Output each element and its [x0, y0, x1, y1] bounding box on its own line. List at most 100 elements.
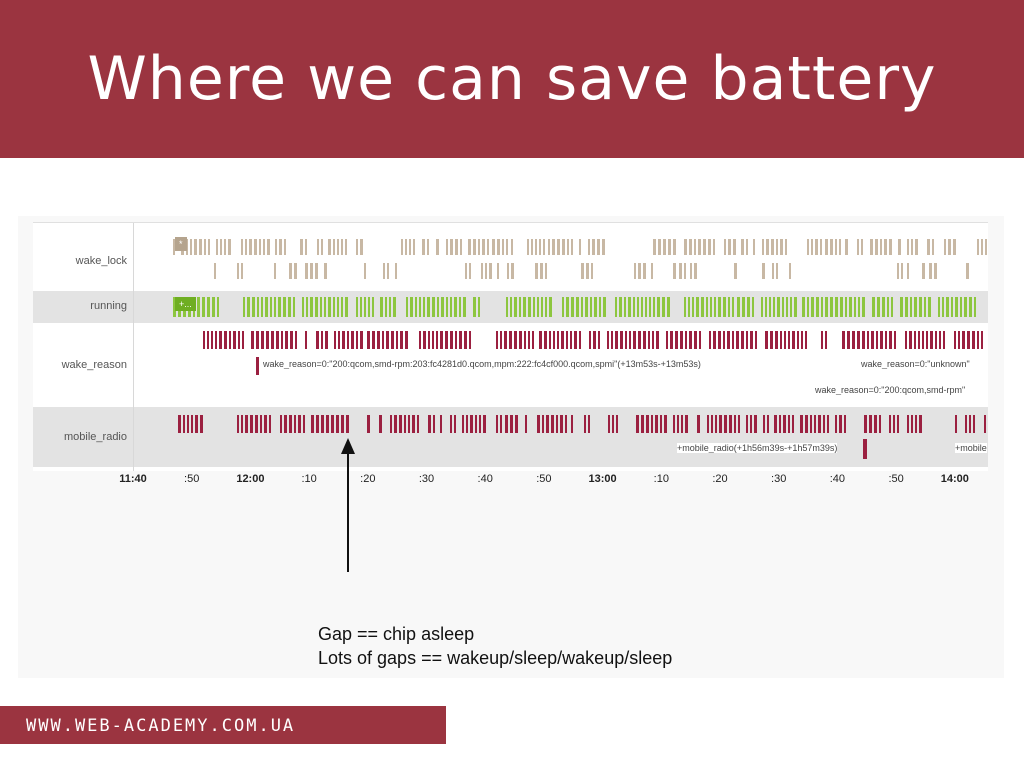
running-event: [790, 297, 792, 317]
wake-reason-event: [400, 331, 403, 349]
wake-reason-event: [360, 331, 363, 349]
running-event: [723, 297, 726, 317]
lane-label-wake-lock: wake_lock: [75, 255, 127, 267]
mobile-radio-event: [470, 415, 473, 433]
running-event: [603, 297, 606, 317]
running-event: [706, 297, 708, 317]
time-tick-label: :50: [184, 473, 200, 485]
mobile-radio-event: [911, 415, 913, 433]
wake-lock-event: [220, 239, 222, 255]
wake-lock-event: [588, 239, 590, 255]
wake-reason-event: [750, 331, 753, 349]
mobile-radio-event: [792, 415, 794, 433]
wake-reason-event: [261, 331, 264, 349]
running-event: [324, 297, 326, 317]
mobile-radio-event: [818, 415, 821, 433]
wake-reason-event: [954, 331, 956, 349]
wake-reason-event: [780, 331, 782, 349]
wake-reason-event: [579, 331, 581, 349]
wake-lock-event: [478, 239, 480, 255]
running-event: [854, 297, 856, 317]
wake-lock-event: [741, 239, 744, 255]
wake-lock-event: [497, 263, 499, 279]
running-event: [197, 297, 200, 317]
running-event: [951, 297, 953, 317]
wake-reason-event: [847, 331, 850, 349]
wake-reason-event: [967, 331, 970, 349]
wake-reason-event: [215, 331, 217, 349]
wake-reason-event: [643, 331, 646, 349]
wake-lock-event: [315, 263, 318, 279]
wake-reason-event: [889, 331, 892, 349]
wake-reason-event: [423, 331, 426, 349]
running-event: [938, 297, 940, 317]
wake-lock-event: [861, 239, 863, 255]
mobile-radio-event: [685, 415, 688, 433]
wake-lock-event: [460, 239, 462, 255]
wake-lock-event: [465, 263, 467, 279]
mobile-radio-event: [454, 415, 456, 433]
wake-lock-event: [658, 239, 661, 255]
wake-reason-event: [825, 331, 827, 349]
annotation-mobile-radio: +mobile_radio(+1h56m39s-+1h57m39s): [677, 443, 838, 453]
wake-lock-event: [811, 239, 813, 255]
annotation-wake-reason: wake_reason=0:"200:qcom,smd-rpm": [815, 385, 966, 395]
running-event: [637, 297, 639, 317]
wake-lock-event: [679, 263, 682, 279]
running-event: [545, 297, 547, 317]
mobile-radio-event: [754, 415, 757, 433]
mobile-radio-event: [515, 415, 518, 433]
wake-lock-event: [835, 239, 837, 255]
wake-lock-event: [387, 263, 389, 279]
wake-lock-event: [651, 263, 653, 279]
wake-lock-event: [820, 239, 822, 255]
wake-reason-event: [342, 331, 345, 349]
wake-lock-event: [839, 239, 841, 255]
mobile-radio-event: [336, 415, 339, 433]
running-event: [278, 297, 281, 317]
mobile-radio-event: [390, 415, 392, 433]
wake-lock-event: [591, 263, 593, 279]
wake-lock-event: [897, 263, 899, 279]
wake-lock-event: [527, 239, 529, 255]
wake-reason-event: [801, 331, 803, 349]
running-event: [302, 297, 304, 317]
wake-reason-event: [574, 331, 577, 349]
wake-lock-event: [540, 263, 543, 279]
mobile-radio-event: [839, 415, 842, 433]
time-tick-label: :40: [829, 473, 846, 485]
running-event: [794, 297, 797, 317]
wake-reason-event: [519, 331, 522, 349]
wake-reason-event: [935, 331, 937, 349]
wake-lock-event: [214, 263, 216, 279]
mobile-radio-event: [440, 415, 442, 433]
running-event: [692, 297, 694, 317]
wake-lock-event: [383, 263, 385, 279]
mobile-radio-event: [774, 415, 777, 433]
wake-reason-event: [755, 331, 757, 349]
wake-lock-event: [713, 239, 715, 255]
wake-reason-event: [713, 331, 716, 349]
running-event: [315, 297, 318, 317]
mobile-radio-event: [284, 415, 287, 433]
mobile-radio-event: [897, 415, 899, 433]
wake-reason-event: [211, 331, 213, 349]
wake-reason-event: [305, 331, 307, 349]
wake-lock-event: [845, 239, 848, 255]
wake-lock-event: [571, 239, 573, 255]
wake-reason-event: [504, 331, 507, 349]
wake-reason-event: [736, 331, 739, 349]
wake-lock-event: [356, 239, 358, 255]
wake-lock-event: [634, 263, 636, 279]
running-event: [423, 297, 425, 317]
wake-reason-event: [718, 331, 721, 349]
wake-lock-event: [579, 239, 581, 255]
wake-reason-event: [405, 331, 408, 349]
time-tick-label: :40: [477, 473, 493, 485]
wake-lock-event: [684, 263, 686, 279]
mobile-radio-event: [641, 415, 644, 433]
wake-reason-event: [256, 357, 259, 375]
wake-lock-event: [497, 239, 500, 255]
wake-reason-event: [842, 331, 845, 349]
mobile-radio-event: [245, 415, 248, 433]
